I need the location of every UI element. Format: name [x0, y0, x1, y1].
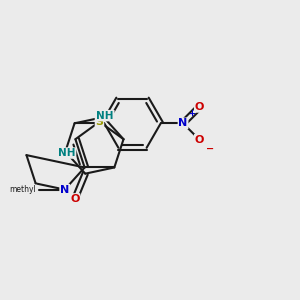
Text: N: N: [178, 118, 188, 128]
Text: O: O: [195, 135, 204, 145]
Text: +: +: [188, 109, 195, 118]
Text: methyl: methyl: [10, 185, 37, 194]
Text: NH: NH: [96, 111, 114, 121]
Text: O: O: [70, 194, 80, 204]
Text: NH: NH: [58, 148, 76, 158]
Text: N: N: [60, 184, 69, 195]
Text: −: −: [206, 144, 214, 154]
Text: O: O: [195, 102, 204, 112]
Text: S: S: [95, 117, 104, 127]
